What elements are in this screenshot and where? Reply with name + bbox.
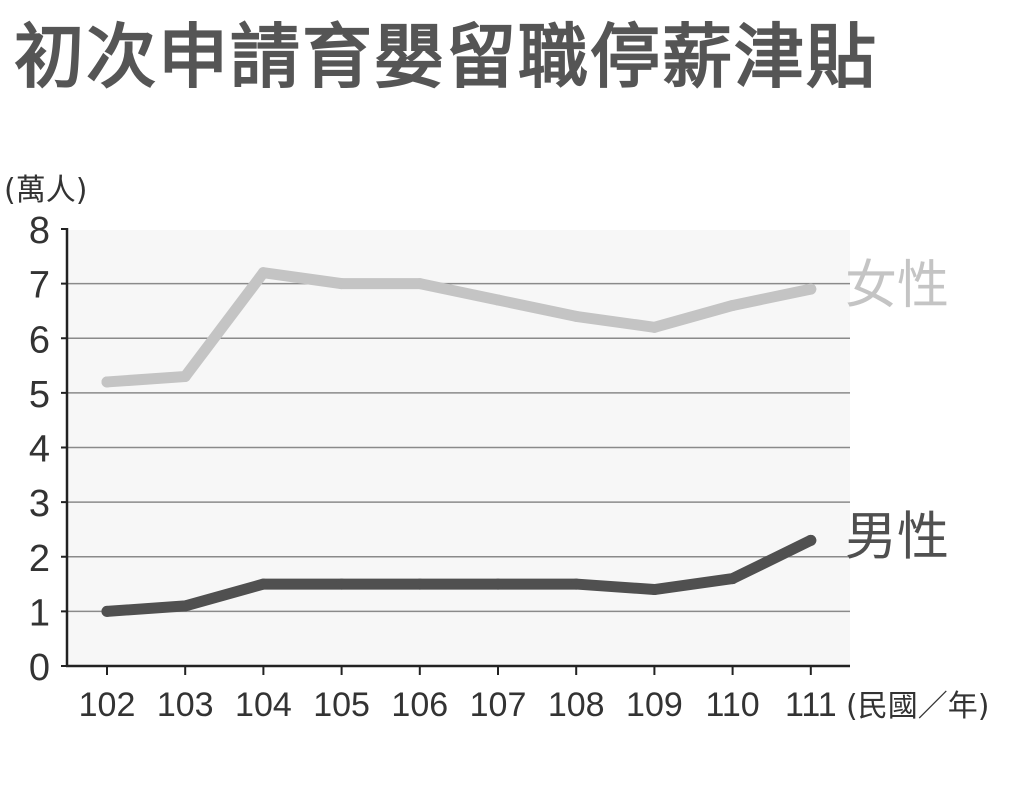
data-point — [648, 584, 660, 596]
series-line-0 — [101, 267, 817, 388]
data-point — [727, 573, 739, 585]
data-point — [257, 578, 269, 590]
data-point — [101, 605, 113, 617]
data-point — [648, 321, 660, 333]
x-tick-label: 104 — [235, 686, 292, 724]
y-tick-label: 7 — [29, 265, 50, 307]
y-axis-ticks: 0 1 2 3 4 5 6 7 8 — [29, 210, 67, 689]
x-tick-label: 107 — [470, 686, 527, 724]
data-point — [805, 534, 817, 546]
x-tick-label: 102 — [79, 686, 136, 724]
data-point — [414, 578, 426, 590]
y-tick-label: 1 — [29, 592, 50, 634]
y-tick-label: 6 — [29, 319, 50, 361]
x-tick-label: 111 — [785, 686, 837, 724]
chart-title: 初次申請育嬰留職停薪津貼 — [14, 16, 878, 98]
series-lines — [101, 267, 817, 617]
gridlines — [67, 282, 850, 613]
data-point — [727, 299, 739, 311]
data-point — [101, 376, 113, 388]
y-tick-label: 3 — [29, 483, 50, 525]
y-tick-label: 0 — [29, 647, 50, 689]
y-tick-label: 2 — [29, 538, 50, 580]
data-point — [179, 370, 191, 382]
data-point — [336, 278, 348, 290]
series-label-0: 女性 — [845, 256, 949, 316]
series-line-1 — [101, 534, 817, 617]
x-axis-ticks: 102 103 104 105 106 107 108 109 110 111 — [79, 666, 837, 724]
x-tick-label: 109 — [626, 686, 683, 724]
y-tick-label: 5 — [29, 374, 50, 416]
y-tick-label: 4 — [29, 429, 50, 471]
x-tick-label: 103 — [157, 686, 214, 724]
data-point — [336, 578, 348, 590]
data-point — [492, 294, 504, 306]
data-point — [570, 578, 582, 590]
x-tick-label: 106 — [391, 686, 448, 724]
series-label-1: 男性 — [845, 507, 949, 567]
x-tick-label: 110 — [705, 686, 759, 724]
x-tick-label: 108 — [548, 686, 605, 724]
x-tick-label: 105 — [313, 686, 370, 724]
y-axis-unit-label: (萬人) — [4, 173, 87, 208]
y-tick-label: 8 — [29, 210, 50, 252]
data-point — [414, 278, 426, 290]
data-point — [570, 310, 582, 322]
data-point — [179, 600, 191, 612]
data-point — [492, 578, 504, 590]
data-point — [805, 283, 817, 295]
x-axis-unit-label: (民國／年) — [846, 689, 989, 724]
data-point — [257, 267, 269, 279]
